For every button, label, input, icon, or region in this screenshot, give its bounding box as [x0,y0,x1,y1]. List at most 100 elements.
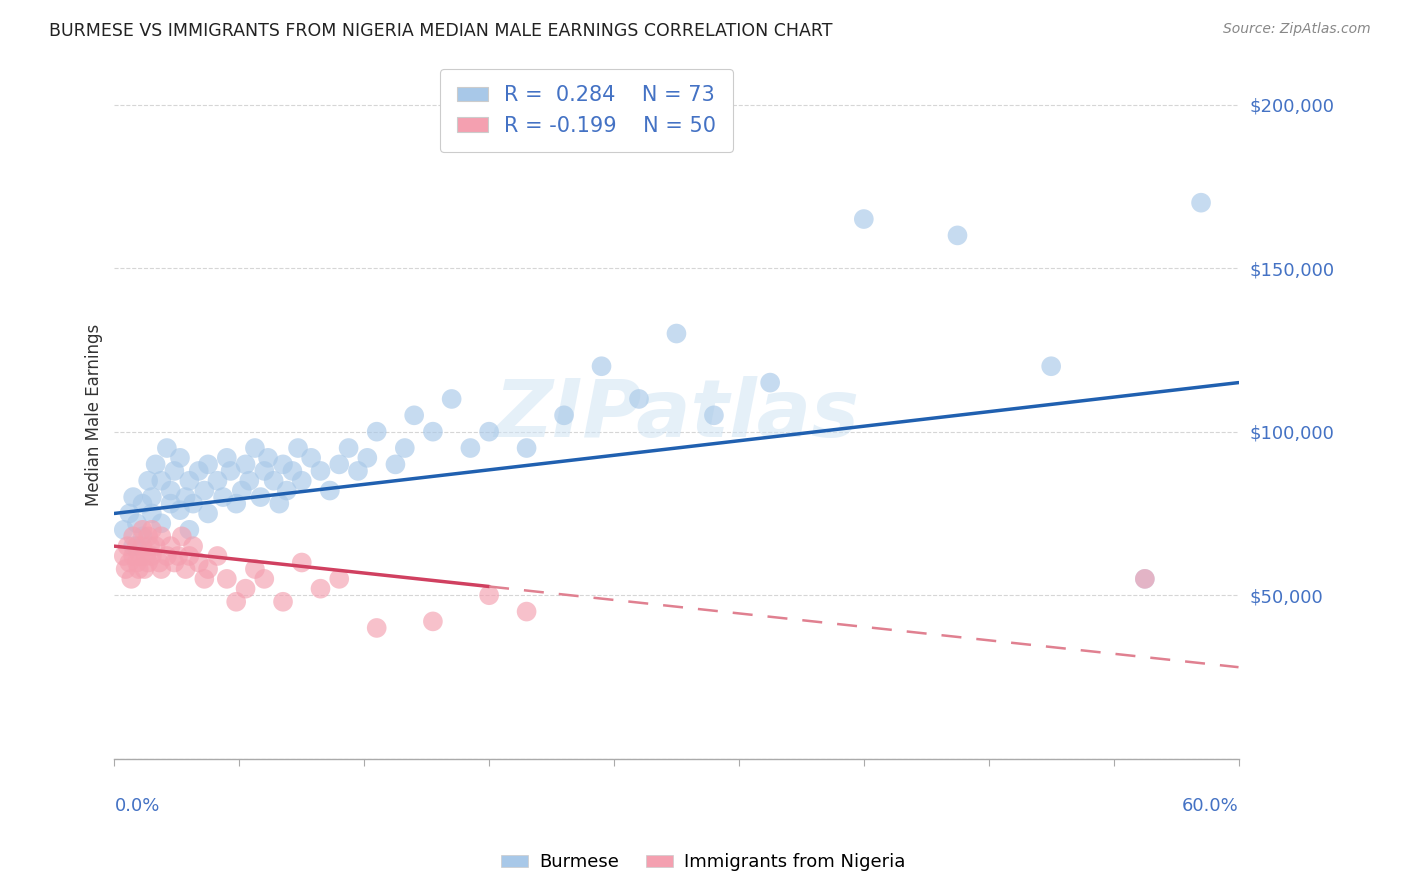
Point [591,359,613,374]
Point [150,529,173,543]
Point [169,450,191,465]
Point [145,539,167,553]
Point [384,458,406,472]
Point [156,441,179,455]
Point [460,441,482,455]
Point [167,549,190,563]
Point [193,572,215,586]
Point [253,464,276,478]
Point [235,582,257,596]
Point [516,441,538,455]
Point [129,549,152,563]
Point [215,450,238,465]
Point [328,572,350,586]
Y-axis label: Median Male Earnings: Median Male Earnings [86,324,103,507]
Point [122,539,145,553]
Point [163,464,186,478]
Point [299,450,322,465]
Legend: Burmese, Immigrants from Nigeria: Burmese, Immigrants from Nigeria [494,847,912,879]
Point [145,458,167,472]
Point [112,549,135,563]
Point [309,582,332,596]
Point [271,458,294,472]
Point [394,441,416,455]
Point [1040,359,1063,374]
Point [287,441,309,455]
Point [179,474,201,488]
Point [150,516,173,531]
Text: 60.0%: 60.0% [1182,797,1239,814]
Point [118,556,141,570]
Point [141,549,163,563]
Point [125,539,148,553]
Point [159,483,181,498]
Point [128,562,150,576]
Point [170,529,193,543]
Point [553,409,575,423]
Point [759,376,782,390]
Point [159,539,181,553]
Point [150,474,173,488]
Point [207,474,229,488]
Point [141,507,163,521]
Point [422,615,444,629]
Point [249,490,271,504]
Point [136,556,159,570]
Point [478,588,501,602]
Point [253,572,276,586]
Point [122,490,145,504]
Point [197,458,219,472]
Point [366,425,388,439]
Point [135,549,157,563]
Point [337,441,360,455]
Text: ZIPatlas: ZIPatlas [494,376,859,454]
Point [197,507,219,521]
Point [120,572,142,586]
Point [215,572,238,586]
Point [243,441,266,455]
Point [112,523,135,537]
Point [276,483,298,498]
Point [225,497,247,511]
Point [257,450,280,465]
Point [225,595,247,609]
Text: Source: ZipAtlas.com: Source: ZipAtlas.com [1223,22,1371,37]
Point [187,464,209,478]
Point [125,516,148,531]
Point [1189,195,1212,210]
Point [271,595,294,609]
Point [187,556,209,570]
Point [139,539,162,553]
Point [291,474,314,488]
Point [117,539,139,553]
Point [150,562,173,576]
Point [163,556,186,570]
Point [118,507,141,521]
Point [174,490,197,504]
Point [131,497,153,511]
Point [207,549,229,563]
Point [946,228,969,243]
Point [665,326,688,341]
Point [440,392,463,406]
Point [269,497,291,511]
Point [243,562,266,576]
Point [1133,572,1156,586]
Point [141,523,163,537]
Point [1133,572,1156,586]
Point [328,458,350,472]
Point [516,605,538,619]
Point [131,539,153,553]
Legend: R =  0.284    N = 73, R = -0.199    N = 50: R = 0.284 N = 73, R = -0.199 N = 50 [440,69,733,153]
Point [136,474,159,488]
Point [291,556,314,570]
Point [134,562,156,576]
Point [193,483,215,498]
Point [231,483,253,498]
Point [197,562,219,576]
Point [422,425,444,439]
Point [159,497,181,511]
Point [131,529,153,543]
Point [174,562,197,576]
Point [179,523,201,537]
